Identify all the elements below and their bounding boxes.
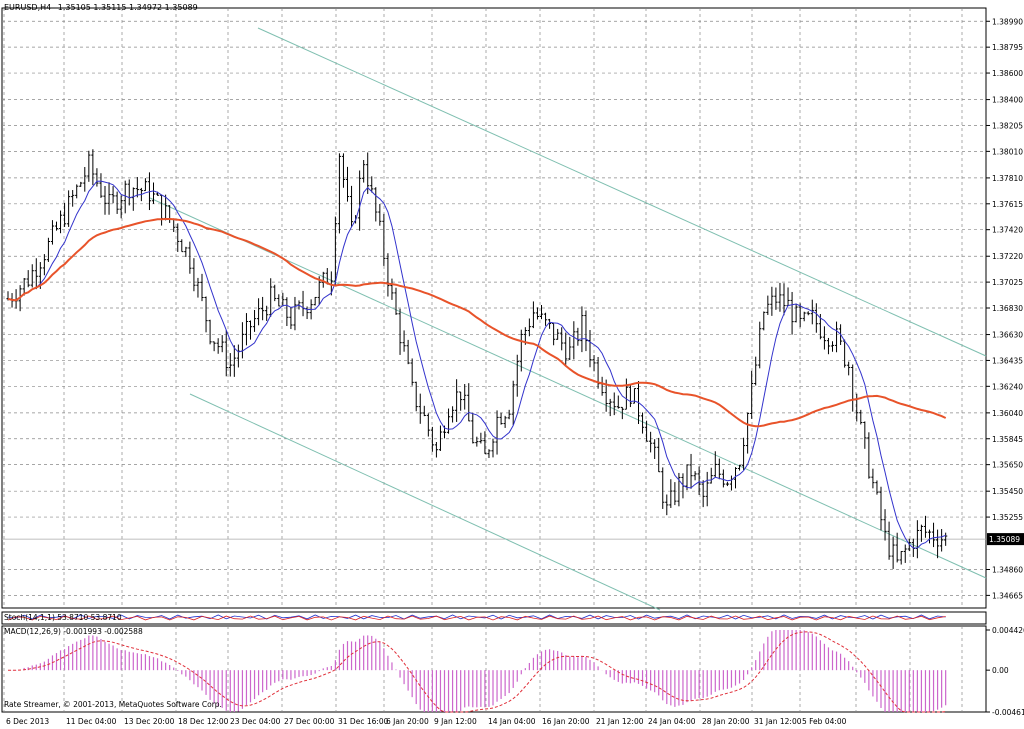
x-tick-label: 27 Dec 00:00 xyxy=(284,717,335,726)
y-tick-label: 1.35450 xyxy=(992,487,1023,496)
y-tick-label: 1.36040 xyxy=(992,409,1023,418)
current-price-label: 1.35089 xyxy=(989,535,1020,544)
macd-title: MACD(12,26,9) -0.001993 -0.002588 xyxy=(4,627,143,636)
x-tick-label: 23 Dec 04:00 xyxy=(230,717,281,726)
footer-copyright: Rate Streamer, © 2001-2013, MetaQuotes S… xyxy=(4,700,222,709)
macd-signal-line xyxy=(8,631,946,713)
y-tick-label: 1.34665 xyxy=(992,591,1023,600)
x-tick-label: 6 Jan 20:00 xyxy=(386,717,429,726)
y-tick-label: 1.36435 xyxy=(992,356,1023,365)
stoch-title: Stoch(14,1,1) 53.8710 53.8710 xyxy=(4,613,122,622)
x-tick-label: 6 Dec 2013 xyxy=(6,717,49,726)
y-tick-label: 1.38990 xyxy=(992,17,1023,26)
stoch-panel-frame xyxy=(1,611,987,625)
macd-y-tick-label: -0.004612 xyxy=(992,708,1024,717)
y-tick-label: 1.38600 xyxy=(992,69,1023,78)
x-tick-label: 18 Dec 12:00 xyxy=(178,717,229,726)
y-tick-label: 1.38400 xyxy=(992,96,1023,105)
current-price-box xyxy=(987,533,1024,546)
x-tick-label: 16 Jan 20:00 xyxy=(542,717,590,726)
symbol-label: EURUSD,H4 xyxy=(4,3,52,12)
chart-header: EURUSD,H4 1.35105 1.35115 1.34972 1.3508… xyxy=(4,3,198,12)
ma-fast-line xyxy=(7,180,946,549)
y-tick-label: 1.35255 xyxy=(992,513,1023,522)
x-tick-label: 9 Jan 12:00 xyxy=(434,717,477,726)
x-tick-label: 24 Jan 04:00 xyxy=(648,717,696,726)
x-tick-label: 28 Jan 20:00 xyxy=(702,717,750,726)
x-tick-label: 31 Jan 12:00 xyxy=(754,717,802,726)
channel-line xyxy=(149,197,987,579)
x-tick-label: 13 Dec 20:00 xyxy=(124,717,175,726)
y-tick-label: 1.34860 xyxy=(992,566,1023,575)
y-tick-label: 1.37810 xyxy=(992,174,1023,183)
y-tick-label: 1.37420 xyxy=(992,226,1023,235)
channel-line xyxy=(189,393,661,611)
macd-y-tick-label: 0.00 xyxy=(992,666,1009,675)
y-tick-label: 1.36630 xyxy=(992,331,1023,340)
y-tick-label: 1.37615 xyxy=(992,200,1023,209)
y-tick-label: 1.36830 xyxy=(992,304,1023,313)
x-tick-label: 31 Dec 16:00 xyxy=(338,717,389,726)
x-tick-label: 5 Feb 04:00 xyxy=(802,717,847,726)
x-tick-label: 14 Jan 04:00 xyxy=(488,717,536,726)
ma-slow-line xyxy=(7,218,947,428)
x-tick-label: 11 Dec 04:00 xyxy=(66,717,117,726)
y-tick-label: 1.37025 xyxy=(992,278,1023,287)
macd-y-tick-label: 0.004426 xyxy=(992,626,1024,635)
y-tick-label: 1.37220 xyxy=(992,252,1023,261)
y-tick-label: 1.38010 xyxy=(992,147,1023,156)
ohlc-label: 1.35105 1.35115 1.34972 1.35089 xyxy=(57,3,198,12)
y-tick-label: 1.38205 xyxy=(992,121,1023,130)
channel-line xyxy=(257,27,987,357)
y-tick-label: 1.36240 xyxy=(992,382,1023,391)
y-tick-label: 1.38795 xyxy=(992,43,1023,52)
x-tick-label: 21 Jan 12:00 xyxy=(596,717,644,726)
y-tick-label: 1.35845 xyxy=(992,435,1023,444)
y-tick-label: 1.35650 xyxy=(992,461,1023,470)
stoch-signal-line xyxy=(7,615,946,621)
macd-panel-frame xyxy=(1,625,987,713)
